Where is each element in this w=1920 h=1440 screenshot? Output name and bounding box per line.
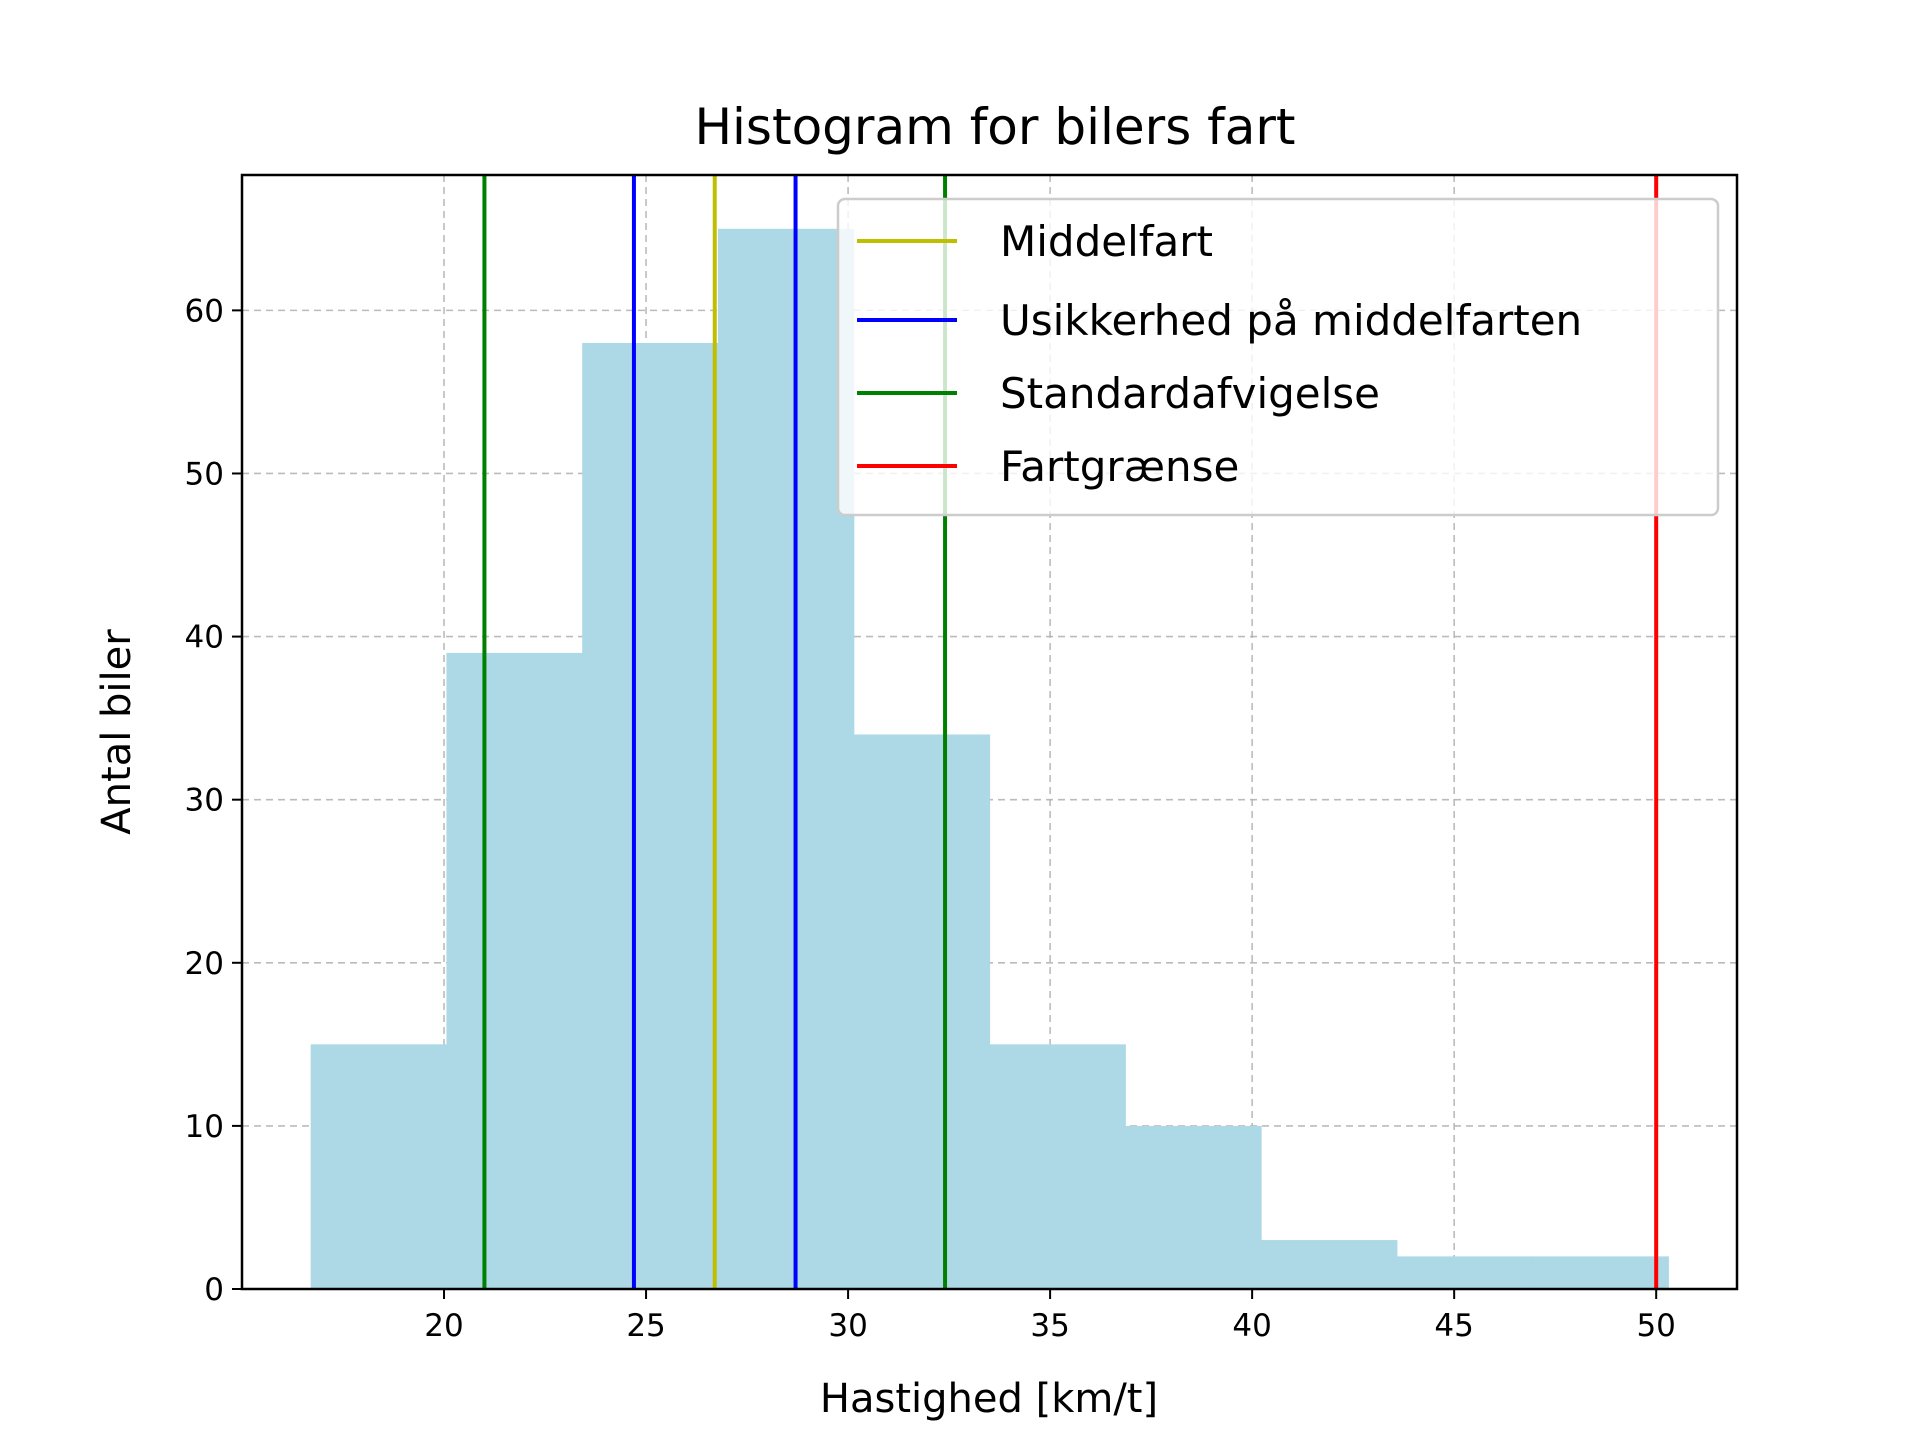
x-axis: 20 25 30 35 40 45 50 — [424, 1289, 1676, 1344]
x-tick-label: 30 — [828, 1308, 867, 1344]
histogram-bar — [1396, 1256, 1534, 1289]
x-tick-label: 20 — [424, 1308, 463, 1344]
histogram-bar — [446, 652, 583, 1289]
histogram-bar — [717, 228, 855, 1289]
x-axis-label: Hastighed [km/t] — [820, 1376, 1158, 1422]
chart-title: Histogram for bilers fart — [694, 98, 1295, 156]
y-axis-label: Antal biler — [94, 629, 140, 835]
histogram-bar — [989, 1044, 1126, 1289]
y-tick-label: 20 — [185, 946, 224, 982]
legend-box — [836, 197, 1720, 517]
legend-label: Middelfart — [1000, 217, 1213, 266]
x-tick-label: 35 — [1030, 1308, 1069, 1344]
histogram-bar — [1125, 1125, 1262, 1289]
histogram-bars — [310, 228, 1669, 1289]
y-axis: 0 10 20 30 40 50 60 — [185, 293, 242, 1308]
plot-frame — [240, 173, 1739, 1291]
histogram-bar — [1532, 1256, 1669, 1289]
histogram-bar — [853, 734, 991, 1289]
histogram-bar — [1261, 1240, 1398, 1289]
legend: Middelfart Usikkerhed på middelfarten Stan… — [836, 197, 1720, 517]
legend-label: Usikkerhed på middelfarten — [1000, 296, 1582, 345]
y-tick-label: 40 — [185, 620, 224, 656]
x-tick-label: 40 — [1232, 1308, 1271, 1344]
y-tick-label: 30 — [185, 783, 224, 819]
y-tick-label: 0 — [204, 1272, 224, 1308]
x-tick-label: 25 — [626, 1308, 665, 1344]
y-tick-label: 60 — [185, 293, 224, 329]
legend-label: Standardafvigelse — [1000, 369, 1380, 418]
histogram-bar — [582, 342, 719, 1289]
x-tick-label: 45 — [1434, 1308, 1473, 1344]
y-tick-label: 10 — [185, 1109, 224, 1145]
legend-label: Fartgrænse — [1000, 442, 1239, 491]
y-tick-label: 50 — [185, 456, 224, 492]
x-tick-label: 50 — [1636, 1308, 1675, 1344]
histogram-bar — [310, 1044, 448, 1289]
